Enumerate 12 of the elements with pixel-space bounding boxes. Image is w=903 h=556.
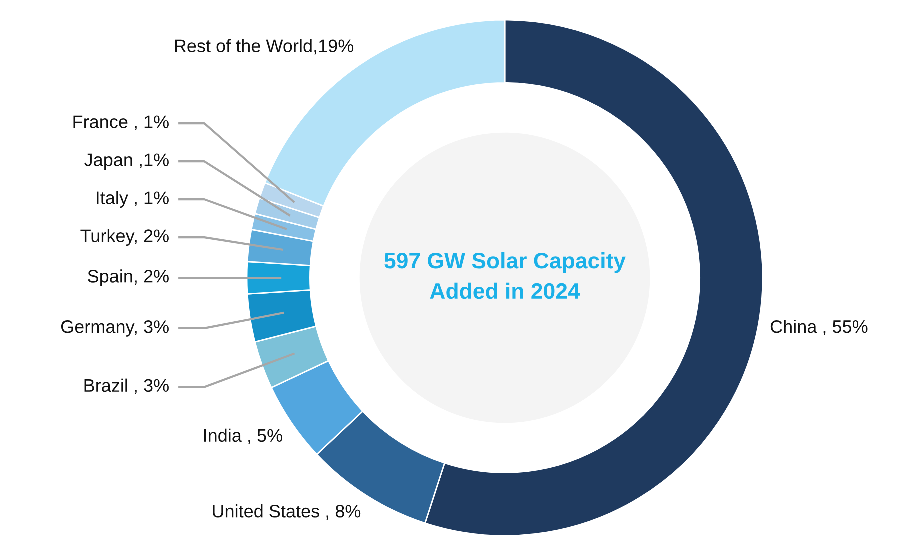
slice-label: Japan ,1% — [84, 154, 169, 170]
slice-label: Rest of the World,19% — [175, 39, 354, 55]
slice-label: United States , 8% — [213, 504, 361, 520]
slice-label: China , 55% — [770, 320, 868, 336]
slice-label: Germany, 3% — [61, 320, 169, 337]
slice-label: Italy , 1% — [97, 191, 169, 208]
slice-label: India , 5% — [204, 428, 282, 444]
slice-label: Brazil , 3% — [84, 378, 169, 394]
slice-label: France , 1% — [74, 116, 169, 131]
text: 597 GW Solar Capacity Added in 2024 — [384, 252, 626, 300]
slice-label: Turkey, 2% — [80, 229, 169, 246]
slice-label: Spain, 2% — [88, 270, 169, 286]
